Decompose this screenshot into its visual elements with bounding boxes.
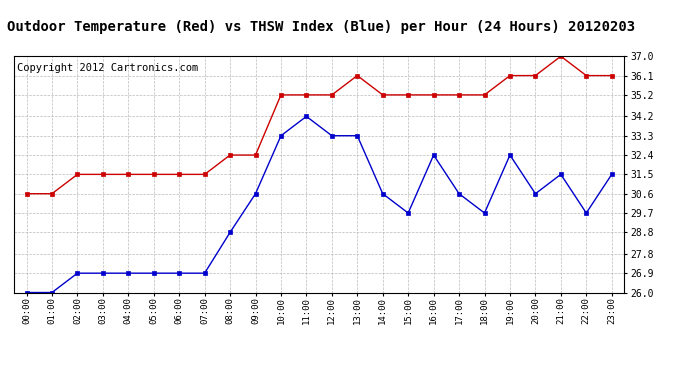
Text: Copyright 2012 Cartronics.com: Copyright 2012 Cartronics.com: [17, 63, 198, 74]
Text: Outdoor Temperature (Red) vs THSW Index (Blue) per Hour (24 Hours) 20120203: Outdoor Temperature (Red) vs THSW Index …: [7, 20, 635, 34]
